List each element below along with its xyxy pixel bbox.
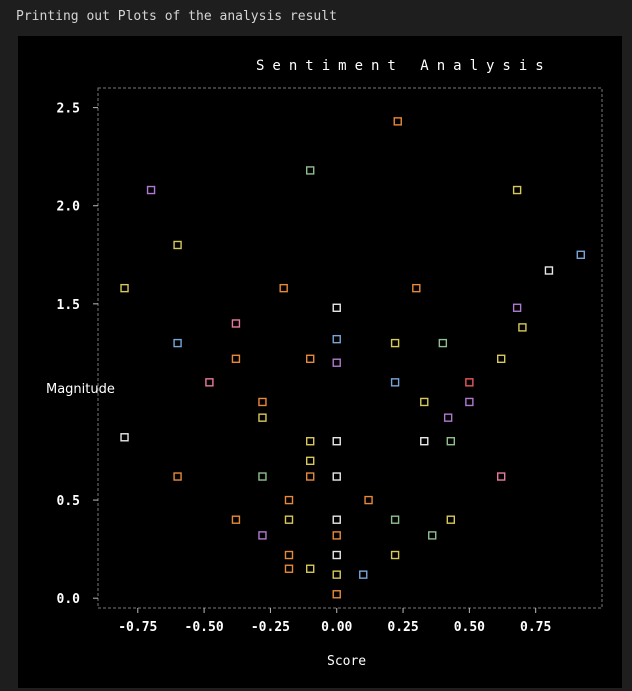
data-point <box>231 515 241 524</box>
y-tick-label: 1.5 <box>57 298 80 313</box>
y-axis-ticks: 0.0 0.5 1.5 2.0 2.5 <box>57 102 98 607</box>
data-point <box>446 437 455 446</box>
data-point <box>332 515 341 524</box>
data-point <box>465 378 474 387</box>
data-point <box>332 570 341 579</box>
data-point <box>359 570 368 579</box>
x-tick-label: 0.00 <box>321 620 352 635</box>
data-point <box>446 515 455 524</box>
data-points <box>120 117 585 599</box>
data-point <box>231 354 241 363</box>
chart-title: Sentiment Analysis <box>256 58 552 74</box>
y-tick-label: 0.0 <box>57 592 81 607</box>
chart-panel: -0.75 -0.50 -0.25 0.00 0.25 0.50 0.75 0.0 0.5 1.… <box>18 36 622 688</box>
data-point <box>390 515 400 524</box>
data-point <box>393 117 402 126</box>
x-tick-label: -0.50 <box>185 620 224 635</box>
data-point <box>284 564 294 573</box>
data-point <box>306 472 315 481</box>
data-point <box>258 531 267 540</box>
data-point <box>231 319 241 328</box>
data-point <box>332 303 341 312</box>
data-point <box>173 338 182 348</box>
data-point <box>120 283 129 293</box>
data-point <box>306 564 315 573</box>
data-point <box>438 338 448 348</box>
x-axis-ticks: -0.75 -0.50 -0.25 0.00 0.25 0.50 0.75 <box>118 608 551 635</box>
data-point <box>512 303 522 312</box>
data-point <box>576 250 585 259</box>
data-point <box>306 456 315 466</box>
x-tick-label: 0.75 <box>520 620 551 635</box>
data-point <box>443 413 453 422</box>
data-point <box>332 550 341 560</box>
data-point <box>332 590 341 599</box>
data-point <box>146 185 156 195</box>
data-point <box>306 437 315 446</box>
cell-caption: Printing out Plots of the analysis resul… <box>16 9 337 24</box>
data-point <box>364 495 373 505</box>
y-axis-label: Magnitude <box>46 382 115 397</box>
data-point <box>390 378 400 387</box>
data-point <box>332 437 341 446</box>
data-point <box>412 283 421 293</box>
data-point <box>497 354 506 363</box>
y-tick-label: 0.5 <box>57 494 80 509</box>
data-point <box>332 334 341 344</box>
data-point <box>420 397 429 407</box>
data-point <box>173 240 182 250</box>
y-tick-label: 2.5 <box>57 102 80 117</box>
x-tick-label: -0.25 <box>251 620 290 635</box>
data-point <box>544 266 554 275</box>
data-point <box>173 472 182 481</box>
scatter-plot: -0.75 -0.50 -0.25 0.00 0.25 0.50 0.75 0.0 0.5 1.… <box>57 87 603 635</box>
data-point <box>518 323 527 332</box>
data-point <box>284 495 294 505</box>
data-point <box>332 472 341 481</box>
data-point <box>284 515 294 524</box>
data-point <box>258 397 267 407</box>
data-point <box>258 472 267 481</box>
x-axis-label: Score <box>327 654 367 669</box>
data-point <box>420 437 429 446</box>
data-point <box>120 433 129 442</box>
data-point <box>332 531 341 540</box>
y-tick-label: 2.0 <box>57 200 81 215</box>
data-point <box>428 531 437 540</box>
data-point <box>497 472 506 481</box>
data-point <box>390 550 400 560</box>
x-tick-label: 0.25 <box>387 620 418 635</box>
data-point <box>205 378 214 387</box>
data-point <box>279 283 288 293</box>
plot-frame <box>97 87 603 609</box>
data-point <box>284 550 294 560</box>
data-point <box>306 354 315 363</box>
data-point <box>512 185 522 195</box>
x-tick-label: -0.75 <box>118 620 157 635</box>
x-tick-label: 0.50 <box>454 620 485 635</box>
data-point <box>258 413 267 422</box>
data-point <box>465 397 474 407</box>
data-point <box>390 338 400 348</box>
data-point <box>306 166 315 175</box>
data-point <box>332 358 341 367</box>
